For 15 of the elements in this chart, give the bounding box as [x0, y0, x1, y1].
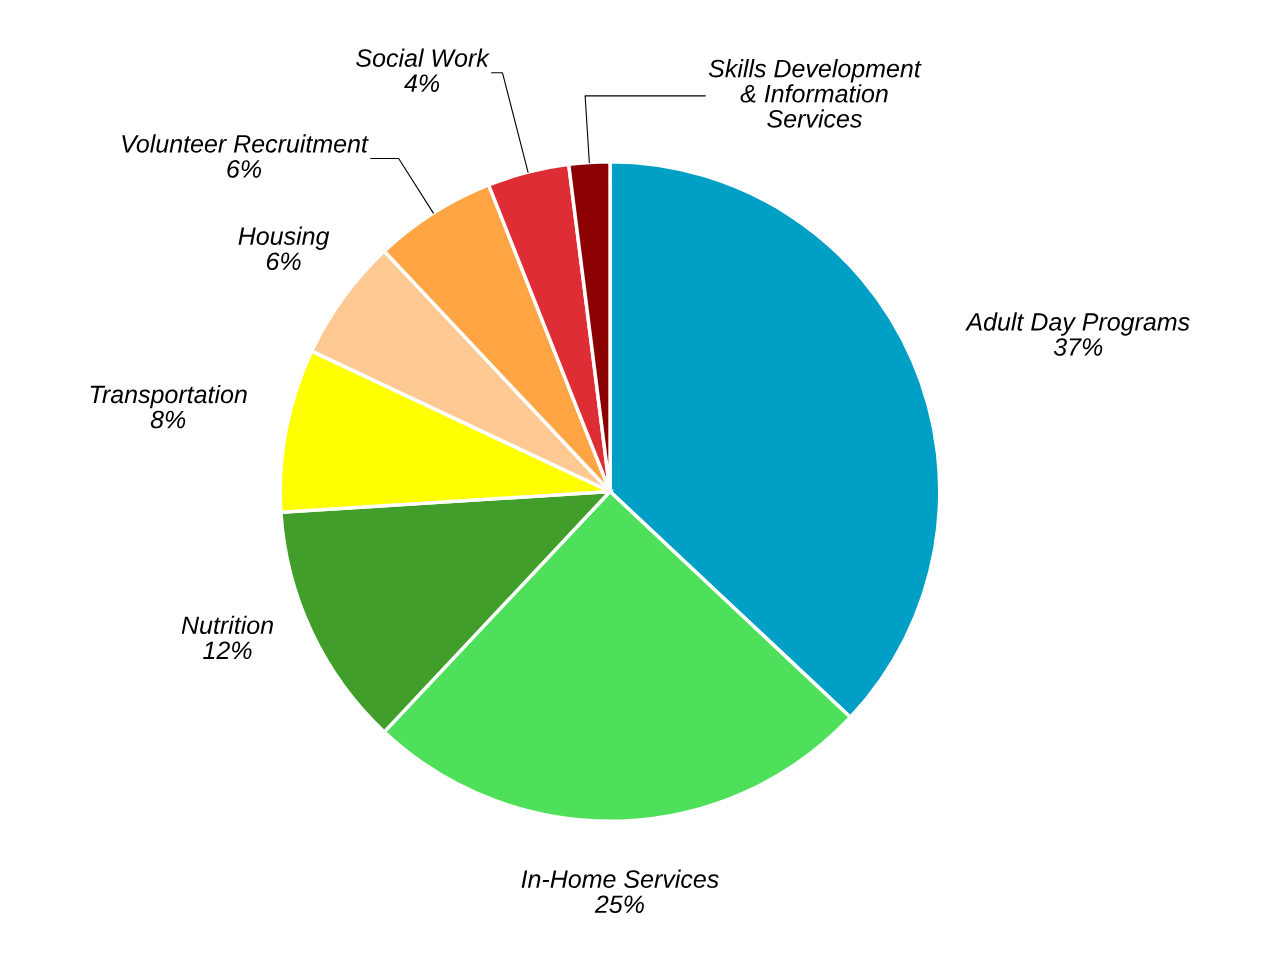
- slice-label: In-Home Services: [521, 869, 719, 888]
- data-label: 8%: [150, 410, 186, 429]
- slice-label: Housing: [238, 226, 330, 250]
- data-label: 25%: [594, 895, 644, 914]
- data-label: 4%: [404, 74, 440, 92]
- slice-label: Adult Day Programs: [965, 312, 1190, 336]
- slice-label: Transportation: [90, 384, 247, 409]
- data-label: 12%: [203, 641, 252, 660]
- data-label: 6%: [266, 252, 301, 271]
- slice-label: Volunteer Recruitment: [122, 134, 369, 153]
- data-label: 6%: [227, 160, 261, 178]
- slice-label: Skills Development & Information Services: [708, 59, 922, 128]
- slice-label: Social Work: [356, 48, 490, 67]
- slice-label: Nutrition: [181, 615, 273, 635]
- data-label: 37%: [1053, 338, 1103, 356]
